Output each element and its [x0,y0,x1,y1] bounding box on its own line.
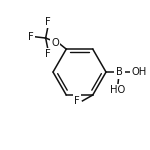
Text: OH: OH [132,67,147,77]
Text: F: F [45,17,51,27]
Text: F: F [45,49,51,59]
Text: O: O [51,38,59,48]
Text: F: F [74,96,80,106]
Text: F: F [28,32,34,42]
Text: HO: HO [110,85,125,95]
Text: B: B [116,67,123,77]
